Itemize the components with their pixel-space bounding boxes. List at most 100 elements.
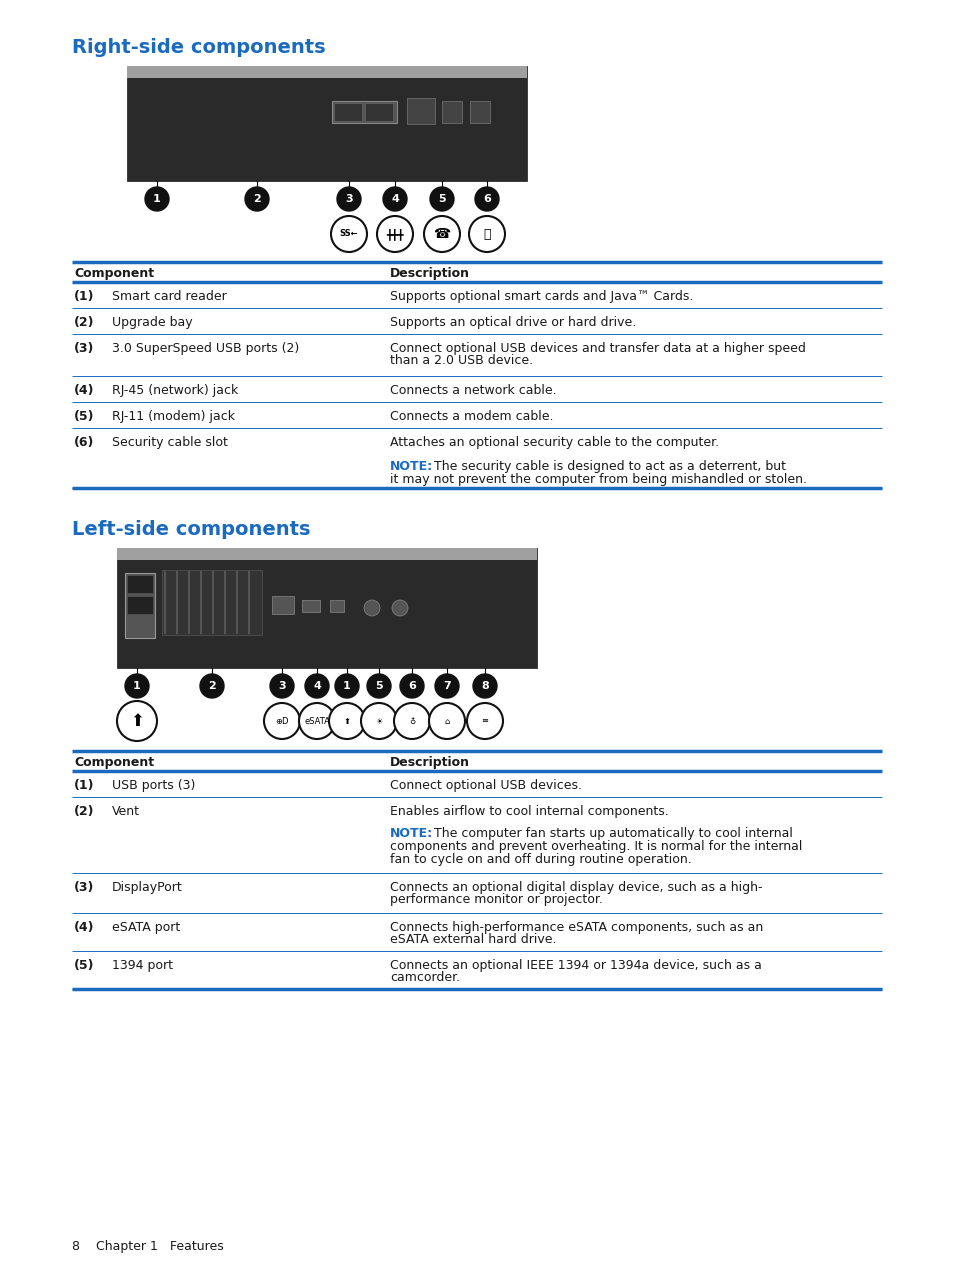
- Text: Supports an optical drive or hard drive.: Supports an optical drive or hard drive.: [390, 316, 636, 329]
- Bar: [127, 66, 526, 77]
- Text: DisplayPort: DisplayPort: [112, 881, 183, 894]
- Text: Smart card reader: Smart card reader: [112, 290, 227, 304]
- Text: 8    Chapter 1   Features: 8 Chapter 1 Features: [71, 1240, 224, 1253]
- Circle shape: [331, 216, 367, 251]
- Text: ⊕D: ⊕D: [275, 716, 289, 725]
- Text: 3: 3: [345, 194, 353, 204]
- Text: than a 2.0 USB device.: than a 2.0 USB device.: [390, 354, 533, 367]
- Text: 5: 5: [375, 681, 382, 691]
- Text: Connects an optional IEEE 1394 or 1394a device, such as a: Connects an optional IEEE 1394 or 1394a …: [390, 959, 761, 972]
- Text: (4): (4): [74, 384, 94, 398]
- Bar: [441, 102, 461, 123]
- Bar: [117, 547, 537, 560]
- Text: (1): (1): [74, 779, 94, 792]
- Text: SS←: SS←: [339, 230, 358, 239]
- Circle shape: [145, 187, 169, 211]
- Text: 3: 3: [278, 681, 286, 691]
- Circle shape: [473, 674, 497, 698]
- Bar: [365, 103, 393, 121]
- Text: (1): (1): [74, 290, 94, 304]
- Text: 2: 2: [253, 194, 260, 204]
- Bar: [125, 573, 154, 638]
- Bar: [330, 599, 344, 612]
- Text: ☎: ☎: [433, 227, 450, 241]
- Text: Upgrade bay: Upgrade bay: [112, 316, 193, 329]
- Circle shape: [376, 216, 413, 251]
- Circle shape: [360, 704, 396, 739]
- Circle shape: [336, 187, 360, 211]
- Text: ♁: ♁: [409, 716, 415, 725]
- Text: (4): (4): [74, 921, 94, 933]
- Bar: [117, 547, 537, 668]
- Bar: [162, 570, 262, 635]
- Text: (6): (6): [74, 436, 94, 450]
- Text: ⬆: ⬆: [130, 712, 144, 730]
- Text: ⬆: ⬆: [343, 716, 350, 725]
- Circle shape: [382, 187, 407, 211]
- Circle shape: [394, 704, 430, 739]
- Circle shape: [364, 599, 379, 616]
- Text: ⌂: ⌂: [444, 716, 449, 725]
- Text: Connects a modem cable.: Connects a modem cable.: [390, 410, 553, 423]
- Text: Supports optional smart cards and Java™ Cards.: Supports optional smart cards and Java™ …: [390, 290, 693, 304]
- Circle shape: [117, 701, 157, 740]
- Circle shape: [469, 216, 504, 251]
- Circle shape: [467, 704, 502, 739]
- Text: Connect optional USB devices and transfer data at a higher speed: Connect optional USB devices and transfe…: [390, 342, 805, 356]
- Text: 3.0 SuperSpeed USB ports (2): 3.0 SuperSpeed USB ports (2): [112, 342, 299, 356]
- Bar: [127, 575, 152, 593]
- Text: 🔒: 🔒: [483, 227, 490, 240]
- Circle shape: [335, 674, 358, 698]
- Text: (5): (5): [74, 959, 94, 972]
- Text: 1: 1: [343, 681, 351, 691]
- Text: 6: 6: [482, 194, 491, 204]
- Text: 8: 8: [480, 681, 488, 691]
- Circle shape: [125, 674, 149, 698]
- Text: 4: 4: [391, 194, 398, 204]
- Circle shape: [329, 704, 365, 739]
- Bar: [334, 103, 361, 121]
- Circle shape: [430, 187, 454, 211]
- Text: Component: Component: [74, 267, 154, 279]
- Text: (5): (5): [74, 410, 94, 423]
- Text: Description: Description: [390, 756, 470, 770]
- Text: 6: 6: [408, 681, 416, 691]
- Circle shape: [270, 674, 294, 698]
- Circle shape: [367, 674, 391, 698]
- Text: NOTE:: NOTE:: [390, 460, 433, 472]
- Circle shape: [305, 674, 329, 698]
- Text: Connects a network cable.: Connects a network cable.: [390, 384, 556, 398]
- Bar: [302, 599, 319, 612]
- Circle shape: [392, 599, 408, 616]
- Bar: [272, 596, 294, 613]
- Text: RJ-11 (modem) jack: RJ-11 (modem) jack: [112, 410, 234, 423]
- Text: Right-side components: Right-side components: [71, 38, 325, 57]
- Circle shape: [423, 216, 459, 251]
- Text: Component: Component: [74, 756, 154, 770]
- Text: eSATA: eSATA: [304, 716, 330, 725]
- Text: eSATA port: eSATA port: [112, 921, 180, 933]
- Text: it may not prevent the computer from being mishandled or stolen.: it may not prevent the computer from bei…: [390, 472, 806, 486]
- Circle shape: [435, 674, 458, 698]
- Text: (2): (2): [74, 805, 94, 818]
- Circle shape: [399, 674, 423, 698]
- Text: 1: 1: [153, 194, 161, 204]
- Text: fan to cycle on and off during routine operation.: fan to cycle on and off during routine o…: [390, 853, 691, 866]
- Text: performance monitor or projector.: performance monitor or projector.: [390, 893, 602, 906]
- Text: Attaches an optional security cable to the computer.: Attaches an optional security cable to t…: [390, 436, 719, 450]
- Bar: [407, 98, 435, 124]
- Text: Left-side components: Left-side components: [71, 519, 310, 538]
- Text: 1: 1: [133, 681, 141, 691]
- Text: Connects an optional digital display device, such as a high-: Connects an optional digital display dev…: [390, 881, 761, 894]
- Text: Connects high-performance eSATA components, such as an: Connects high-performance eSATA componen…: [390, 921, 762, 933]
- Circle shape: [429, 704, 464, 739]
- Text: (3): (3): [74, 342, 94, 356]
- Text: eSATA external hard drive.: eSATA external hard drive.: [390, 933, 556, 946]
- Bar: [127, 66, 526, 182]
- Text: camcorder.: camcorder.: [390, 972, 459, 984]
- Text: ☀: ☀: [375, 716, 382, 725]
- Text: The security cable is designed to act as a deterrent, but: The security cable is designed to act as…: [434, 460, 785, 472]
- Circle shape: [298, 704, 335, 739]
- Text: Connect optional USB devices.: Connect optional USB devices.: [390, 779, 581, 792]
- Circle shape: [200, 674, 224, 698]
